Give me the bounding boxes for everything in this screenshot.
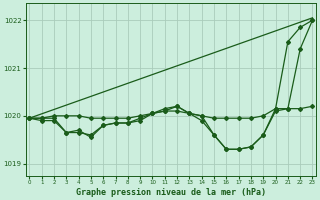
X-axis label: Graphe pression niveau de la mer (hPa): Graphe pression niveau de la mer (hPa) [76, 188, 266, 197]
